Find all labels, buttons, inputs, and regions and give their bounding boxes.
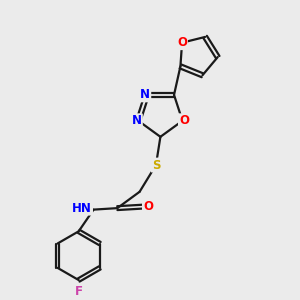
Text: O: O [143, 200, 153, 213]
Text: F: F [75, 285, 83, 298]
Text: S: S [152, 158, 160, 172]
Text: N: N [140, 88, 150, 101]
Text: HN: HN [72, 202, 92, 214]
Text: N: N [132, 114, 142, 127]
Text: O: O [177, 36, 187, 49]
Text: O: O [179, 114, 189, 127]
